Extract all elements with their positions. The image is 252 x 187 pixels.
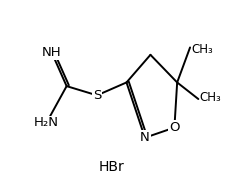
Text: O: O bbox=[169, 121, 179, 134]
Text: HBr: HBr bbox=[99, 160, 124, 174]
Text: NH: NH bbox=[42, 47, 61, 59]
Text: CH₃: CH₃ bbox=[190, 43, 212, 56]
Text: S: S bbox=[92, 89, 101, 102]
Text: CH₃: CH₃ bbox=[199, 91, 220, 104]
Text: N: N bbox=[140, 131, 149, 144]
Text: H₂N: H₂N bbox=[34, 117, 59, 129]
